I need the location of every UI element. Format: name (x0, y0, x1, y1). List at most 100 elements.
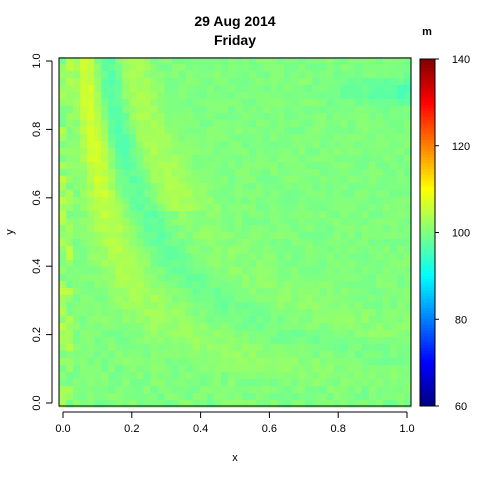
heatmap-cell (249, 190, 257, 198)
colorbar-segment (420, 330, 435, 335)
heatmap-cell (242, 204, 250, 212)
heatmap-cell (326, 211, 335, 219)
heatmap-cell (340, 309, 349, 317)
heatmap-cell (333, 113, 342, 121)
heatmap-cell (185, 148, 194, 156)
heatmap-cell (192, 393, 201, 401)
heatmap-cell (235, 176, 243, 184)
heatmap-cell (171, 239, 180, 247)
heatmap-cell (178, 246, 187, 254)
heatmap-cell (122, 274, 130, 282)
heatmap-cell (115, 176, 123, 184)
heatmap-cell (270, 71, 278, 79)
heatmap-cell (213, 295, 222, 303)
heatmap-cell (256, 113, 264, 121)
heatmap-cell (368, 358, 377, 366)
heatmap-cell (164, 337, 173, 345)
heatmap-cell (80, 323, 88, 331)
heatmap-cell (164, 239, 173, 247)
heatmap-cell (115, 85, 123, 93)
heatmap-cell (291, 386, 299, 394)
heatmap-cell (206, 57, 215, 65)
heatmap-cell (284, 400, 292, 408)
heatmap-cell (80, 330, 88, 338)
heatmap-cell (157, 78, 166, 86)
heatmap-cell (256, 71, 264, 79)
heatmap-cell (87, 400, 95, 408)
heatmap-cell (199, 246, 208, 254)
heatmap-cell (340, 295, 349, 303)
heatmap-cell (171, 204, 180, 212)
heatmap-cell (361, 239, 370, 247)
heatmap-cell (164, 274, 173, 282)
heatmap-cell (284, 323, 292, 331)
heatmap-cell (249, 211, 257, 219)
heatmap-cell (185, 127, 194, 135)
heatmap-cell (101, 232, 109, 240)
heatmap-cell (150, 106, 159, 114)
heatmap-cell (227, 127, 236, 135)
heatmap-cell (291, 372, 299, 380)
heatmap-cell (382, 316, 391, 324)
heatmap-cell (389, 85, 398, 93)
heatmap-cell (340, 281, 349, 289)
heatmap-cell (319, 120, 328, 128)
heatmap-cell (178, 302, 187, 310)
heatmap-cell (101, 92, 109, 100)
heatmap-cell (87, 302, 95, 310)
heatmap-cell (382, 358, 391, 366)
heatmap-cell (220, 204, 229, 212)
heatmap-cell (389, 204, 398, 212)
heatmap-cell (256, 358, 264, 366)
heatmap-cell (249, 176, 257, 184)
heatmap-cell (256, 344, 264, 352)
heatmap-cell (368, 71, 377, 79)
heatmap-cell (361, 120, 370, 128)
heatmap-cell (108, 64, 116, 72)
heatmap-cell (396, 78, 405, 86)
heatmap-cell (368, 92, 377, 100)
heatmap-cell (87, 358, 95, 366)
heatmap-cell (242, 148, 250, 156)
heatmap-cell (94, 120, 102, 128)
heatmap-cell (178, 379, 187, 387)
heatmap-cell (403, 386, 412, 394)
heatmap-cell (157, 225, 166, 233)
colorbar-segment (420, 139, 435, 144)
heatmap-cell (263, 288, 271, 296)
heatmap-cell (333, 239, 342, 247)
heatmap-cell (73, 372, 81, 380)
heatmap-cell (192, 148, 201, 156)
heatmap-cell (403, 260, 412, 268)
heatmap-cell (94, 211, 102, 219)
heatmap-cell (256, 106, 264, 114)
heatmap-cell (263, 176, 271, 184)
heatmap-cell (403, 183, 412, 191)
heatmap-cell (403, 78, 412, 86)
heatmap-cell (340, 197, 349, 205)
heatmap-cell (298, 246, 306, 254)
heatmap-cell (249, 197, 257, 205)
heatmap-cell (256, 330, 264, 338)
heatmap-cell (136, 218, 145, 226)
heatmap-cell (333, 232, 342, 240)
heatmap-cell (178, 386, 187, 394)
heatmap-cell (375, 176, 384, 184)
heatmap-cell (206, 141, 215, 149)
heatmap-cell (143, 218, 152, 226)
heatmap-cell (396, 288, 405, 296)
heatmap-cell (108, 106, 116, 114)
heatmap-cell (333, 106, 342, 114)
heatmap-cell (164, 197, 173, 205)
heatmap-cell (263, 239, 271, 247)
heatmap-cell (59, 64, 67, 72)
heatmap-cell (242, 372, 250, 380)
heatmap-cell (312, 358, 321, 366)
heatmap-cell (164, 176, 173, 184)
heatmap-cell (382, 239, 391, 247)
heatmap-cell (389, 323, 398, 331)
heatmap-cell (171, 386, 180, 394)
heatmap-cell (403, 204, 412, 212)
heatmap-cell (157, 120, 166, 128)
heatmap-cell (235, 148, 243, 156)
